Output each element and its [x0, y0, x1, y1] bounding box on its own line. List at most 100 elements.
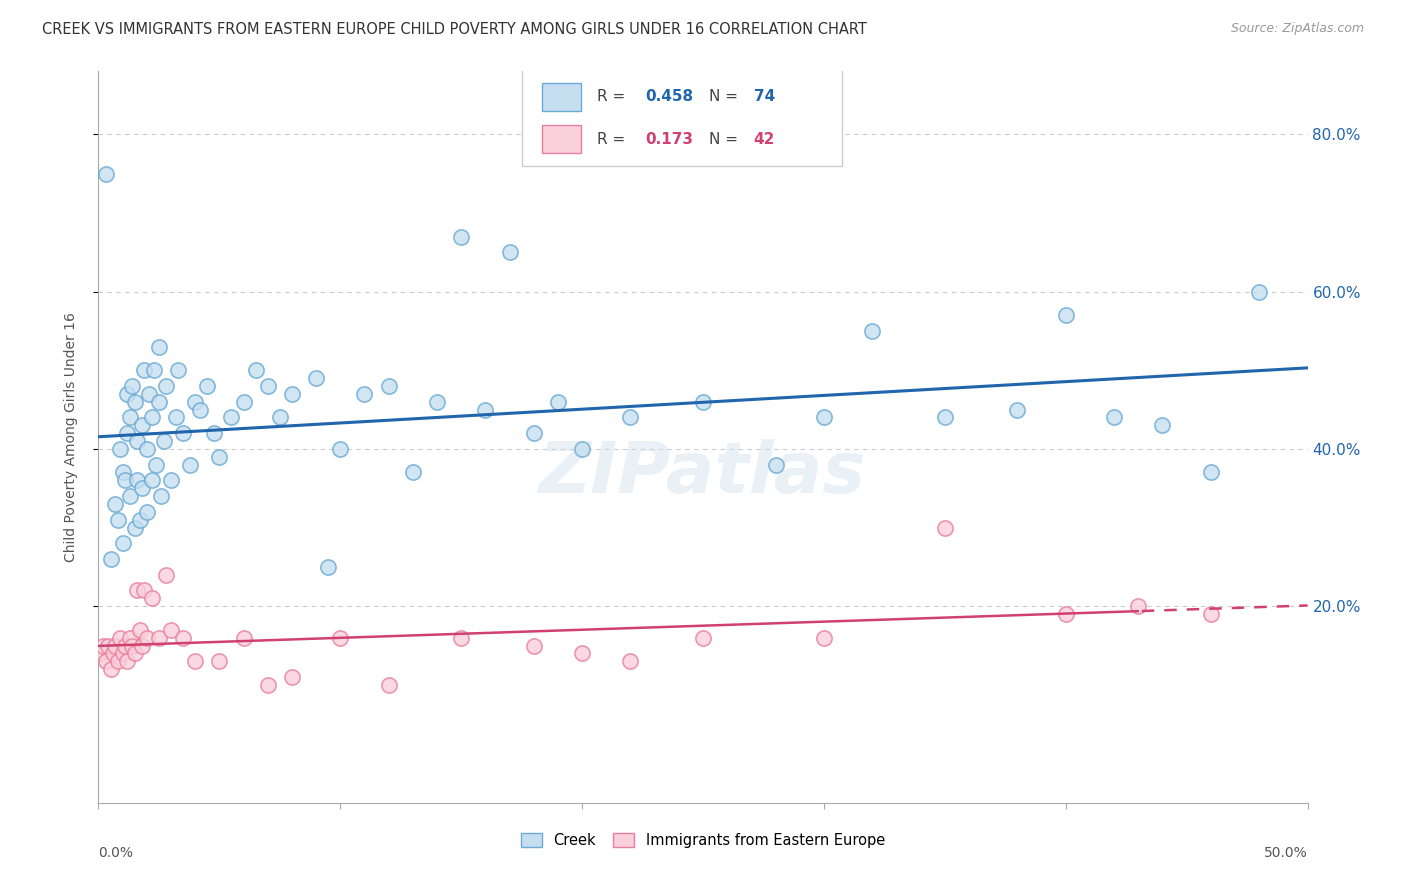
Point — [184, 394, 207, 409]
Point — [104, 497, 127, 511]
Point — [152, 434, 174, 448]
Point — [124, 394, 146, 409]
Point — [108, 442, 131, 456]
Point — [127, 434, 149, 448]
Point — [104, 639, 127, 653]
Point — [1102, 410, 1125, 425]
Point — [256, 678, 278, 692]
Point — [94, 167, 117, 181]
Point — [692, 394, 714, 409]
Point — [305, 371, 328, 385]
Point — [118, 631, 141, 645]
Point — [131, 418, 153, 433]
Point — [160, 623, 183, 637]
Point — [1152, 418, 1174, 433]
Point — [1249, 285, 1271, 299]
Point — [329, 442, 352, 456]
Point — [150, 489, 173, 503]
Text: 0.458: 0.458 — [645, 89, 693, 104]
Point — [114, 473, 136, 487]
Point — [135, 442, 157, 456]
Point — [107, 654, 129, 668]
Point — [111, 466, 134, 480]
Point — [141, 591, 163, 606]
Point — [329, 631, 352, 645]
Point — [232, 631, 254, 645]
Point — [128, 623, 150, 637]
Point — [165, 410, 187, 425]
Point — [118, 489, 141, 503]
Point — [377, 379, 399, 393]
Text: N =: N = — [709, 89, 742, 104]
Point — [450, 631, 472, 645]
Point — [117, 426, 139, 441]
Point — [111, 646, 134, 660]
Point — [135, 505, 157, 519]
Point — [160, 473, 183, 487]
Point — [1054, 308, 1077, 322]
Point — [117, 654, 139, 668]
Point — [281, 670, 304, 684]
Text: N =: N = — [709, 131, 742, 146]
Point — [90, 646, 112, 660]
Point — [450, 229, 472, 244]
Point — [184, 654, 207, 668]
Point — [256, 379, 278, 393]
Point — [523, 426, 546, 441]
Point — [108, 631, 131, 645]
Point — [474, 402, 496, 417]
Point — [353, 387, 375, 401]
Point — [141, 473, 163, 487]
Point — [127, 583, 149, 598]
Point — [131, 481, 153, 495]
Point — [269, 410, 291, 425]
Point — [1007, 402, 1029, 417]
Point — [172, 426, 194, 441]
Point — [208, 450, 231, 464]
Point — [571, 646, 593, 660]
Point — [221, 410, 243, 425]
Point — [1128, 599, 1150, 614]
Point — [547, 394, 569, 409]
Point — [692, 631, 714, 645]
Point — [111, 536, 134, 550]
Text: R =: R = — [596, 131, 630, 146]
Point — [97, 639, 120, 653]
Y-axis label: Child Poverty Among Girls Under 16: Child Poverty Among Girls Under 16 — [63, 312, 77, 562]
Point — [148, 631, 170, 645]
Point — [127, 473, 149, 487]
Point — [107, 513, 129, 527]
Point — [172, 631, 194, 645]
Point — [121, 379, 143, 393]
Point — [619, 654, 641, 668]
Point — [402, 466, 425, 480]
Point — [1199, 607, 1222, 621]
Text: CREEK VS IMMIGRANTS FROM EASTERN EUROPE CHILD POVERTY AMONG GIRLS UNDER 16 CORRE: CREEK VS IMMIGRANTS FROM EASTERN EUROPE … — [42, 22, 868, 37]
Point — [571, 442, 593, 456]
FancyBboxPatch shape — [522, 68, 842, 167]
Point — [934, 520, 956, 534]
Point — [426, 394, 449, 409]
Point — [813, 631, 835, 645]
Point — [619, 410, 641, 425]
Point — [100, 552, 122, 566]
Point — [148, 394, 170, 409]
Point — [134, 583, 156, 598]
Text: 50.0%: 50.0% — [1264, 846, 1308, 860]
Point — [145, 458, 167, 472]
Text: 74: 74 — [754, 89, 775, 104]
Point — [124, 646, 146, 660]
Text: 0.173: 0.173 — [645, 131, 693, 146]
Point — [765, 458, 787, 472]
Point — [121, 639, 143, 653]
Point — [114, 639, 136, 653]
Point — [813, 410, 835, 425]
Point — [124, 520, 146, 534]
Point — [128, 513, 150, 527]
Point — [135, 631, 157, 645]
Bar — [543, 83, 581, 111]
Point — [860, 324, 883, 338]
Point — [934, 410, 956, 425]
Point — [117, 387, 139, 401]
Point — [208, 654, 231, 668]
